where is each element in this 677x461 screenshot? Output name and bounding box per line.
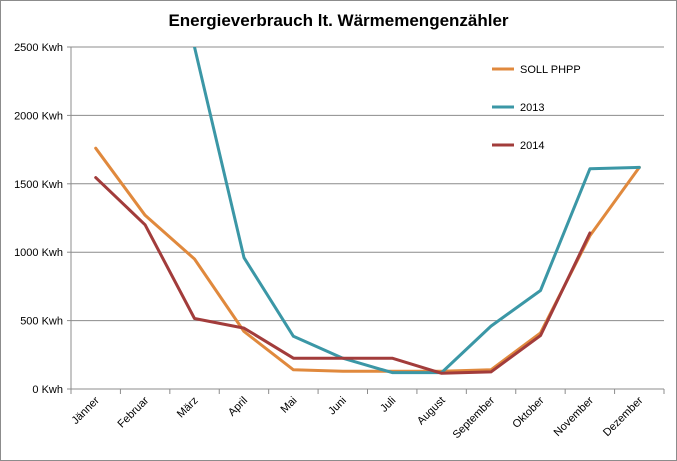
legend-label-2: 2014 — [520, 140, 544, 152]
ytick-label: 500 Kwh — [20, 316, 63, 328]
xtick-label: September — [451, 394, 498, 441]
xtick-label: März — [175, 395, 201, 421]
legend-label-0: SOLL PHPP — [520, 64, 581, 76]
ytick-label: 1500 Kwh — [14, 179, 63, 191]
series-line-1 — [193, 47, 641, 375]
legend: SOLL PHPP 2013 2014 — [492, 64, 581, 152]
gridlines — [71, 46, 664, 322]
series-lines — [94, 47, 641, 375]
ytick-label: 2000 Kwh — [14, 110, 63, 122]
legend-label-1: 2013 — [520, 102, 544, 114]
xtick-label: Dezember — [601, 394, 646, 439]
xtick-label: Juli — [378, 395, 398, 415]
xtick-label: April — [226, 395, 250, 419]
xtick-label: Jänner — [70, 394, 103, 427]
series-line-2 — [94, 176, 592, 375]
xtick-label: November — [552, 394, 597, 439]
xtick-label: Oktober — [510, 394, 546, 430]
ytick-label: 0 Kwh — [32, 384, 63, 396]
xtick-label: Juni — [326, 395, 349, 418]
xtick-label: Februar — [116, 394, 152, 430]
series-line-0 — [94, 146, 641, 373]
axes: 0 Kwh 500 Kwh 1000 Kwh 1500 Kwh 2000 Kwh 2500… — [14, 42, 665, 441]
chart-title: Energieverbrauch lt. Wärmemengenzähler — [168, 11, 509, 30]
ytick-label: 2500 Kwh — [14, 42, 63, 54]
xtick-label: Mai — [278, 395, 299, 416]
ytick-label: 1000 Kwh — [14, 247, 63, 259]
xtick-label: August — [415, 395, 448, 428]
